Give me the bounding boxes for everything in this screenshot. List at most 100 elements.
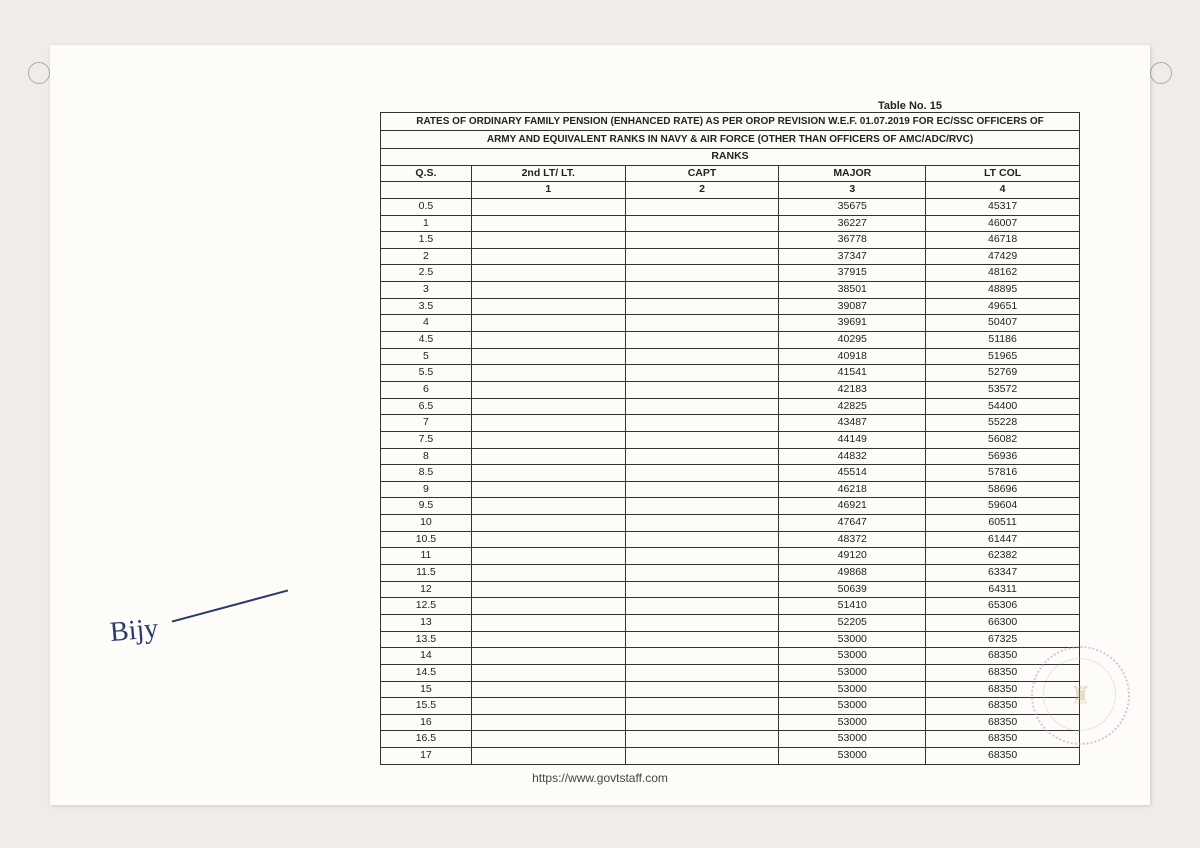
- table-cell: 53000: [779, 648, 926, 665]
- table-cell: [471, 648, 625, 665]
- header-n2: 2: [625, 182, 779, 199]
- table-cell: [471, 431, 625, 448]
- table-cell: 1: [381, 215, 472, 232]
- table-cell: [625, 698, 779, 715]
- table-cell: [471, 232, 625, 249]
- table-cell: [625, 348, 779, 365]
- table-cell: 14: [381, 648, 472, 665]
- footer-url: https://www.govtstaff.com: [532, 771, 668, 785]
- table-cell: 56936: [926, 448, 1080, 465]
- table-cell: 7: [381, 415, 472, 432]
- table-cell: [471, 298, 625, 315]
- table-cell: [471, 265, 625, 282]
- table-number: Table No. 15: [740, 100, 1080, 112]
- table-cell: 62382: [926, 548, 1080, 565]
- table-row: 13.55300067325: [381, 631, 1080, 648]
- table-row: 8.54551457816: [381, 465, 1080, 482]
- table-cell: 9.5: [381, 498, 472, 515]
- table-cell: 44149: [779, 431, 926, 448]
- table-cell: [471, 598, 625, 615]
- table-cell: 6.5: [381, 398, 472, 415]
- table-cell: 53572: [926, 381, 1080, 398]
- table-row: 7.54414956082: [381, 431, 1080, 448]
- table-cell: [471, 664, 625, 681]
- table-cell: 36227: [779, 215, 926, 232]
- table-cell: 5.5: [381, 365, 472, 382]
- table-cell: [625, 681, 779, 698]
- table-cell: 36778: [779, 232, 926, 249]
- header-n3: 3: [779, 182, 926, 199]
- table-cell: 12.5: [381, 598, 472, 615]
- table-cell: 39087: [779, 298, 926, 315]
- table-cell: [471, 631, 625, 648]
- table-cell: 52769: [926, 365, 1080, 382]
- table-cell: [625, 648, 779, 665]
- table-cell: [471, 282, 625, 299]
- table-row: 23734747429: [381, 248, 1080, 265]
- punch-hole-left: [28, 62, 50, 84]
- table-row: 114912062382: [381, 548, 1080, 565]
- table-row: 6.54282554400: [381, 398, 1080, 415]
- table-cell: 42183: [779, 381, 926, 398]
- table-cell: 51965: [926, 348, 1080, 365]
- table-cell: 45317: [926, 198, 1080, 215]
- table-cell: 37915: [779, 265, 926, 282]
- table-cell: [625, 548, 779, 565]
- table-cell: 48162: [926, 265, 1080, 282]
- table-row: 2.53791548162: [381, 265, 1080, 282]
- table-row: 3.53908749651: [381, 298, 1080, 315]
- table-cell: 4: [381, 315, 472, 332]
- table-row: 0.53567545317: [381, 198, 1080, 215]
- table-cell: [625, 332, 779, 349]
- table-cell: [625, 565, 779, 582]
- table-cell: 9: [381, 481, 472, 498]
- table-cell: 46718: [926, 232, 1080, 249]
- table-cell: 67325: [926, 631, 1080, 648]
- table-row: 1.5 3677846718: [381, 232, 1080, 249]
- table-cell: 37347: [779, 248, 926, 265]
- table-cell: 48895: [926, 282, 1080, 299]
- table-cell: 15: [381, 681, 472, 698]
- table-cell: [471, 481, 625, 498]
- pension-table: RATES OF ORDINARY FAMILY PENSION (ENHANC…: [380, 112, 1080, 765]
- table-cell: [471, 248, 625, 265]
- table-cell: [471, 731, 625, 748]
- table-cell: [471, 448, 625, 465]
- table-cell: 49120: [779, 548, 926, 565]
- table-row: 145300068350: [381, 648, 1080, 665]
- table-cell: [625, 531, 779, 548]
- table-cell: 53000: [779, 748, 926, 765]
- table-cell: [625, 748, 779, 765]
- table-row: 74348755228: [381, 415, 1080, 432]
- table-cell: 50639: [779, 581, 926, 598]
- table-cell: 66300: [926, 614, 1080, 631]
- table-cell: 46218: [779, 481, 926, 498]
- table-cell: [471, 315, 625, 332]
- table-row: 175300068350: [381, 748, 1080, 765]
- table-row: 12.55141065306: [381, 598, 1080, 615]
- table-cell: 49868: [779, 565, 926, 582]
- table-cell: [625, 581, 779, 598]
- header-col4: LT COL: [926, 165, 1080, 182]
- table-row: 43969150407: [381, 315, 1080, 332]
- table-row: 5 4091851965: [381, 348, 1080, 365]
- official-stamp: ♜: [1031, 646, 1130, 745]
- table-row: 15.55300068350: [381, 698, 1080, 715]
- table-cell: [471, 415, 625, 432]
- table-cell: 2: [381, 248, 472, 265]
- table-row: 165300068350: [381, 714, 1080, 731]
- table-cell: 0.5: [381, 198, 472, 215]
- table-cell: 59604: [926, 498, 1080, 515]
- table-cell: 1.5: [381, 232, 472, 249]
- table-cell: [471, 681, 625, 698]
- table-cell: [625, 448, 779, 465]
- table-cell: 43487: [779, 415, 926, 432]
- table-cell: 10.5: [381, 531, 472, 548]
- table-cell: 40918: [779, 348, 926, 365]
- table-cell: 8.5: [381, 465, 472, 482]
- title-line-1: RATES OF ORDINARY FAMILY PENSION (ENHANC…: [381, 113, 1080, 131]
- table-cell: 65306: [926, 598, 1080, 615]
- table-cell: [625, 248, 779, 265]
- table-cell: 5: [381, 348, 472, 365]
- table-cell: 39691: [779, 315, 926, 332]
